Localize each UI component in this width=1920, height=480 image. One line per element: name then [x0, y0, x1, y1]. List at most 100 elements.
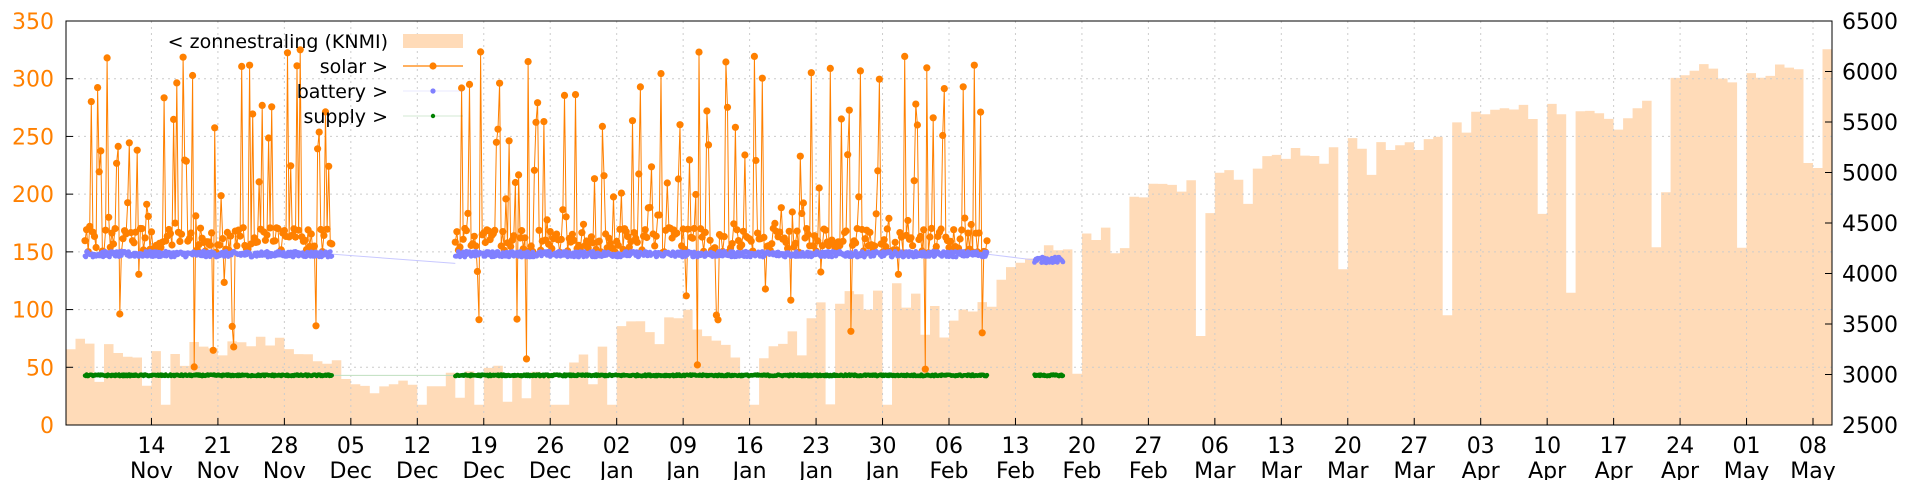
solar-point	[652, 232, 660, 240]
y-left-tick-label: 50	[26, 356, 54, 381]
solar-point	[939, 131, 947, 140]
solar-point	[168, 241, 176, 249]
solar-point	[135, 270, 143, 278]
solar-point	[570, 236, 578, 244]
solar-point	[692, 190, 700, 199]
solar-point	[265, 134, 273, 142]
solar-point	[947, 237, 955, 245]
y-right-tick-label: 4500	[1842, 212, 1898, 237]
solar-point	[731, 123, 740, 131]
solar-point	[791, 239, 800, 247]
x-tick-month: Jan	[598, 459, 634, 480]
solar-point	[114, 142, 122, 150]
solar-point	[967, 220, 975, 229]
solar-point	[815, 184, 823, 192]
solar-point	[674, 175, 683, 183]
solar-point	[317, 225, 325, 234]
battery-point	[482, 253, 488, 259]
solar-point	[600, 172, 608, 180]
solar-point	[706, 236, 714, 244]
solar-point	[492, 138, 500, 146]
solar-point	[643, 233, 651, 242]
solar-point	[87, 98, 95, 106]
solar-point	[535, 226, 543, 234]
y-left-tick-label: 100	[12, 299, 54, 324]
solar-point	[628, 117, 637, 125]
x-tick-month: Mar	[1393, 459, 1435, 480]
x-tick-month: May	[1724, 459, 1769, 480]
solar-point	[975, 229, 983, 237]
solar-point	[522, 355, 531, 363]
y-left-tick-label: 250	[12, 125, 54, 150]
solar-point	[956, 235, 964, 243]
solar-point	[113, 159, 121, 167]
solar-point	[147, 228, 156, 236]
solar-point	[192, 212, 200, 220]
legend-label-irradiance: < zonnestraling (KNMI)	[168, 31, 388, 53]
solar-point	[793, 227, 801, 235]
solar-point	[515, 171, 523, 179]
solar-point	[230, 343, 238, 351]
solar-point	[494, 125, 502, 133]
solar-point	[856, 67, 865, 75]
x-tick-month: Dec	[529, 459, 572, 480]
battery-gap-line	[331, 253, 456, 264]
solar-point	[227, 232, 235, 240]
solar-point	[875, 75, 884, 83]
solar-point	[217, 192, 225, 200]
solar-point	[798, 209, 806, 218]
solar-point	[263, 231, 271, 239]
x-tick-day: 02	[603, 434, 631, 459]
solar-point	[912, 100, 920, 108]
solar-point	[937, 225, 945, 233]
solar-point	[521, 234, 529, 242]
solar-point	[799, 199, 808, 207]
solar-point	[785, 227, 793, 235]
y-right-tick-label: 4000	[1842, 263, 1898, 288]
solar-point	[236, 232, 244, 240]
irradiance-area-layer	[66, 49, 1832, 425]
solar-point	[190, 363, 198, 371]
solar-point	[636, 83, 645, 91]
solar-point	[141, 234, 149, 242]
y-right-tick-label: 3000	[1842, 364, 1898, 389]
solar-point	[307, 230, 315, 238]
solar-point	[196, 224, 205, 232]
solar-point	[293, 62, 301, 70]
solar-point	[587, 233, 596, 241]
y-right-tick-label: 5500	[1842, 111, 1898, 136]
solar-point	[882, 243, 890, 251]
solar-point	[861, 235, 869, 243]
x-tick-month: Apr	[1661, 459, 1700, 480]
solar-point	[685, 156, 694, 164]
solar-point	[524, 58, 532, 66]
solar-point	[325, 162, 333, 170]
solar-point	[891, 238, 899, 246]
solar-point	[909, 242, 917, 250]
solar-point	[704, 141, 713, 149]
solar-point	[964, 229, 972, 237]
solar-point	[733, 226, 741, 234]
y-left-tick-label: 0	[40, 414, 54, 439]
solar-point	[723, 103, 732, 111]
x-tick-day: 14	[137, 434, 165, 459]
solar-point	[287, 162, 295, 170]
solar-point	[598, 122, 607, 130]
y-right-tick-label: 6500	[1842, 10, 1898, 35]
solar-point	[280, 227, 288, 235]
solar-point	[978, 329, 986, 337]
solar-point	[855, 193, 863, 201]
solar-point	[321, 108, 330, 116]
solar-point	[874, 167, 882, 175]
solar-point	[847, 327, 855, 335]
solar-point	[102, 226, 110, 234]
x-tick-day: 20	[1334, 434, 1362, 459]
solar-point	[505, 137, 513, 145]
solar-point	[883, 225, 891, 233]
solar-point	[271, 237, 279, 245]
solar-point	[138, 225, 146, 233]
solar-point	[266, 224, 274, 232]
x-tick-month: Jan	[731, 459, 767, 480]
x-tick-day: 12	[403, 434, 431, 459]
